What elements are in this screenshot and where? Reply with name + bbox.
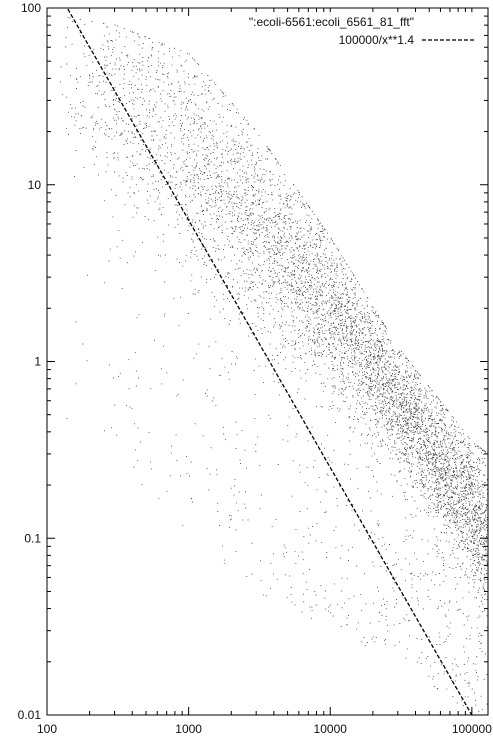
y-tick-label: 10: [28, 178, 42, 192]
x-tick-label: 1000: [175, 722, 202, 736]
x-tick-label: 10000: [314, 722, 348, 736]
y-tick-label: 0.1: [24, 531, 41, 545]
legend: ":ecoli-6561:ecoli_6561_81_fft" 100000/x*…: [218, 12, 484, 52]
y-tick-label: 0.01: [18, 708, 42, 722]
x-tick-label: 100: [37, 722, 57, 736]
y-tick-label: 100: [21, 1, 41, 15]
legend-label-fit-line: 100000/x**1.4: [339, 33, 415, 47]
x-tick-label: 100000: [452, 722, 492, 736]
y-tick-label: 1: [34, 355, 41, 369]
legend-label-scatter: ":ecoli-6561:ecoli_6561_81_fft": [249, 15, 414, 29]
